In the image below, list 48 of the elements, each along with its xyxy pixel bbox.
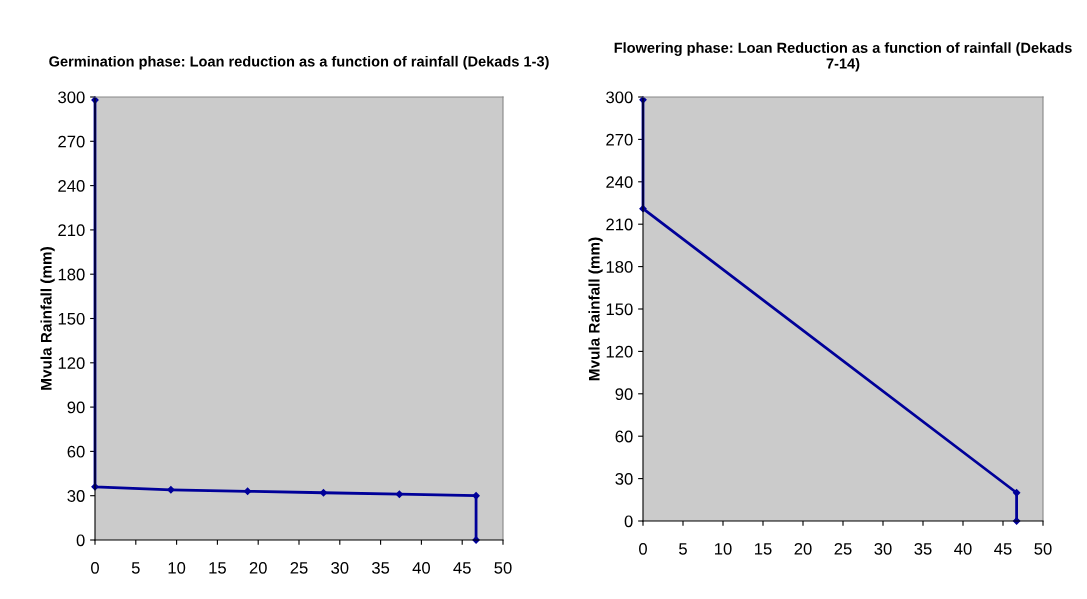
x-tick-label: 20 [794,542,812,555]
x-tick-label: 30 [874,542,892,555]
y-tick-label: 180 [606,261,633,273]
x-tick-label: 10 [168,561,186,574]
y-axis-title: Mvula Rainfall (mm) [40,247,55,390]
x-tick-label: 0 [91,561,99,574]
x-tick-label: 15 [755,543,772,555]
y-tick-label: 180 [58,268,85,281]
x-tick-label: 0 [639,542,647,555]
x-tick-label: 45 [994,543,1012,555]
x-tick-label: 10 [715,542,732,555]
x-tick-label: 5 [131,562,140,574]
x-tick-label: 25 [290,561,308,574]
y-tick-label: 210 [58,224,85,237]
y-tick-label: 270 [606,133,633,146]
x-tick-label: 35 [914,542,932,555]
x-tick-label: 35 [371,561,390,574]
y-tick-label: 90 [67,401,85,414]
y-tick-label: 240 [606,176,633,188]
y-tick-label: 210 [606,218,633,231]
x-tick-label: 20 [249,561,267,574]
x-tick-label: 15 [209,562,226,574]
y-tick-label: 150 [58,312,85,325]
x-tick-label: 5 [679,543,687,555]
x-tick-label: 50 [1034,542,1052,555]
y-tick-label: 60 [67,445,85,458]
y-tick-label: 120 [58,357,85,369]
y-tick-label: 0 [76,534,85,547]
chart-title: Flowering phase: Loan Reduction as a function of rainfall (Dekads 7-14) [614,42,1072,72]
y-tick-label: 270 [58,135,85,148]
x-tick-label: 30 [331,561,349,574]
y-tick-label: 30 [67,490,85,502]
y-tick-label: 150 [606,303,633,316]
chart-title: Germination phase: Loan reduction as a function of rainfall (Dekads 1-3) [49,55,549,70]
y-tick-label: 300 [58,91,85,104]
x-tick-label: 50 [494,561,512,574]
y-tick-label: 30 [615,473,633,485]
y-tick-label: 0 [624,515,633,528]
y-tick-label: 300 [606,91,633,104]
x-tick-label: 45 [453,562,471,574]
y-tick-label: 60 [615,430,633,443]
x-tick-label: 40 [412,561,431,574]
y-tick-label: 120 [606,345,633,358]
y-tick-label: 240 [58,180,85,192]
y-axis-title: Mvula Rainfall (mm) [588,237,603,381]
y-tick-label: 90 [615,388,633,400]
x-tick-label: 25 [834,542,852,555]
x-tick-label: 40 [954,542,972,555]
